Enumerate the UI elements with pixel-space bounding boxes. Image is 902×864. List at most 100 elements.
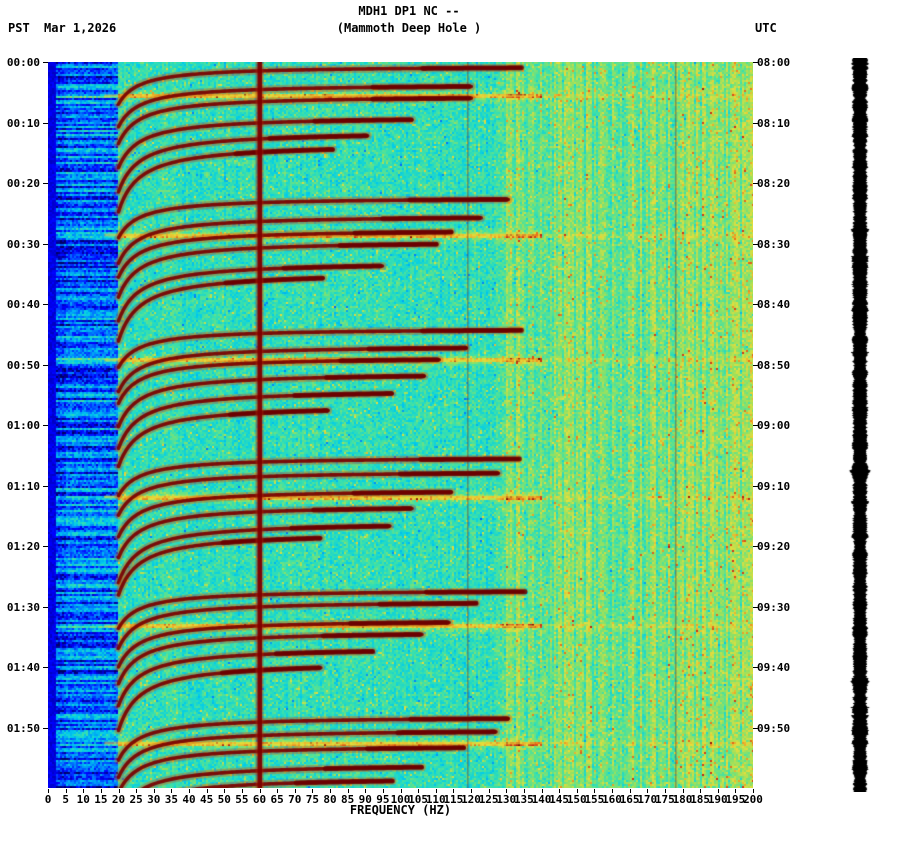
frequency-tick (735, 789, 737, 793)
time-label-pst: 00:10 (6, 116, 40, 130)
page-title: MDH1 DP1 NC -- (358, 4, 460, 18)
time-label-utc: 09:20 (757, 540, 791, 553)
time-label-pst: 01:50 (6, 721, 40, 735)
frequency-tick (576, 789, 578, 793)
frequency-tick-label: 160 (602, 793, 622, 806)
frequency-tick-label: 110 (425, 793, 446, 806)
frequency-tick-label: 55 (235, 793, 249, 806)
frequency-tick-label: 80 (323, 793, 337, 806)
time-label-utc: 08:10 (757, 116, 791, 130)
frequency-tick-label: 75 (305, 793, 319, 806)
frequency-tick-label: 0 (44, 793, 52, 806)
frequency-tick (506, 789, 508, 793)
time-label-utc: 08:30 (757, 237, 791, 251)
frequency-tick-label: 100 (390, 793, 411, 806)
time-label-pst: 00:00 (6, 56, 40, 69)
frequency-tick-label: 40 (182, 793, 196, 806)
time-tick-left (43, 183, 48, 184)
frequency-tick (717, 789, 719, 793)
time-label-utc: 09:50 (757, 721, 791, 735)
frequency-tick (294, 789, 296, 793)
frequency-tick (488, 789, 490, 793)
frequency-tick (365, 789, 367, 793)
time-tick-left (43, 122, 48, 124)
frequency-tick-label: 190 (707, 793, 728, 806)
time-tick-right (753, 122, 758, 124)
time-tick-left (43, 485, 48, 487)
time-tick-left (43, 304, 48, 305)
frequency-tick-label: 30 (147, 793, 161, 806)
frequency-tick (647, 789, 649, 793)
frequency-tick-label: 45 (200, 793, 214, 806)
frequency-tick (83, 789, 85, 793)
date-label: Mar 1,2026 (44, 21, 117, 35)
frequency-tick-label: 195 (725, 793, 746, 806)
frequency-tick-label: 105 (408, 793, 429, 806)
frequency-tick (523, 789, 525, 793)
frequency-tick (330, 789, 331, 793)
frequency-tick (153, 789, 155, 793)
frequency-tick (277, 789, 279, 793)
time-label-utc: 09:30 (757, 600, 791, 614)
frequency-tick (559, 789, 561, 793)
frequency-tick (453, 789, 455, 793)
time-tick-right (753, 727, 758, 729)
frequency-tick (418, 789, 420, 793)
frequency-tick (65, 789, 67, 793)
frequency-tick-label: 155 (584, 793, 605, 806)
frequency-tick-label: 185 (690, 793, 711, 806)
frequency-tick (224, 789, 226, 793)
time-label-pst: 00:20 (6, 177, 40, 190)
frequency-tick-label: 140 (531, 793, 552, 806)
time-tick-left (43, 425, 48, 426)
time-label-utc: 08:40 (757, 298, 791, 311)
time-tick-left (43, 606, 48, 608)
frequency-tick (259, 789, 261, 793)
frequency-tick-label: 150 (566, 793, 587, 806)
frequency-tick (664, 789, 666, 793)
page-subtitle: (Mammoth Deep Hole ) (336, 21, 482, 35)
time-label-pst: 01:40 (6, 661, 40, 674)
time-tick-right (753, 364, 758, 366)
frequency-tick-label: 170 (637, 793, 658, 806)
frequency-tick (136, 789, 138, 793)
time-tick-right (753, 485, 758, 487)
frequency-tick-label: 95 (376, 793, 390, 806)
frequency-tick-label: 10 (76, 793, 90, 806)
frequency-tick-label: 85 (341, 793, 355, 806)
frequency-tick (753, 789, 754, 793)
time-label-pst: 00:30 (6, 237, 40, 251)
frequency-tick-label: 135 (513, 793, 534, 806)
time-label-utc: 08:50 (757, 358, 791, 372)
frequency-tick-label: 175 (654, 793, 675, 806)
amplitude-trace-canvas (842, 58, 878, 792)
time-tick-left (43, 667, 48, 668)
frequency-tick (189, 789, 190, 793)
frequency-tick-label: 115 (443, 793, 464, 806)
time-tick-right (753, 425, 758, 426)
frequency-tick-label: 65 (270, 793, 284, 806)
frequency-tick (241, 789, 243, 793)
time-tick-left (43, 62, 48, 63)
frequency-tick (382, 789, 384, 793)
frequency-tick (118, 789, 120, 793)
time-label-pst: 00:40 (6, 298, 40, 311)
time-tick-right (753, 546, 758, 547)
frequency-tick-label: 25 (129, 793, 143, 806)
frequency-tick-label: 200 (743, 793, 763, 806)
time-label-pst: 01:00 (6, 419, 40, 432)
frequency-tick (435, 789, 437, 793)
frequency-tick-label: 70 (288, 793, 302, 806)
frequency-tick-label: 15 (94, 793, 108, 806)
time-label-pst: 01:10 (6, 479, 40, 493)
time-tick-right (753, 62, 758, 63)
timezone-right-label: UTC (755, 21, 777, 35)
time-label-utc: 08:20 (757, 177, 791, 190)
frequency-tick (400, 789, 402, 793)
frequency-tick-label: 120 (461, 793, 481, 806)
time-label-utc: 08:00 (757, 56, 791, 69)
frequency-tick-label: 35 (164, 793, 178, 806)
time-tick-left (43, 243, 48, 245)
time-label-utc: 09:00 (757, 419, 791, 432)
frequency-tick (48, 789, 49, 793)
